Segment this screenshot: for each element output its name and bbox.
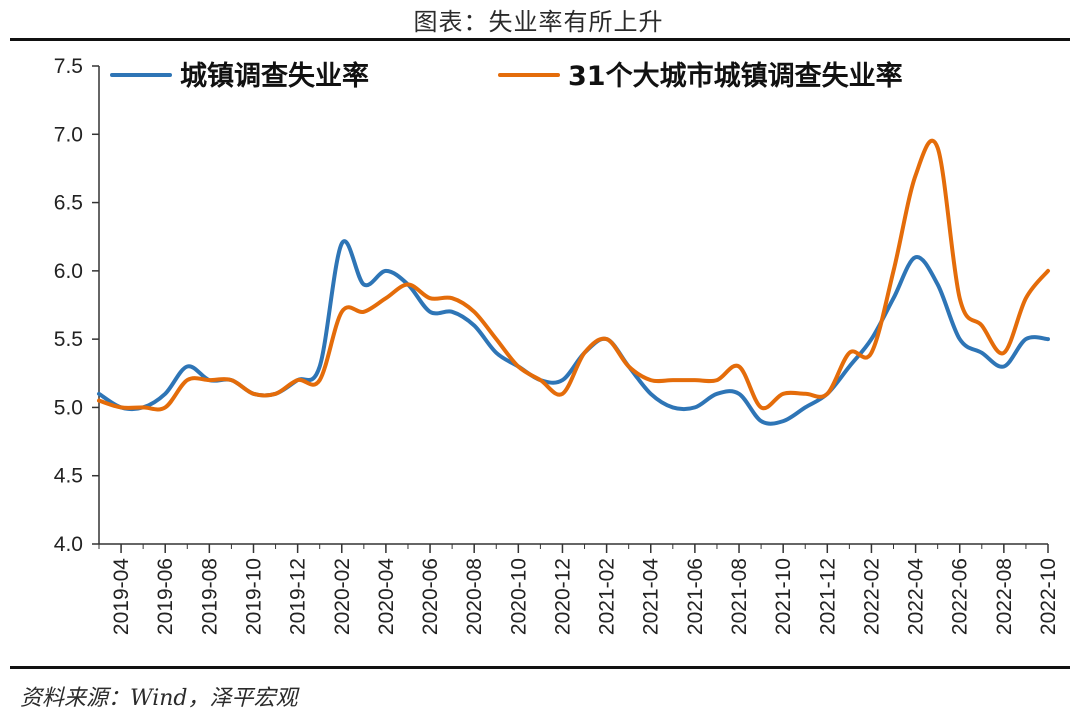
x-tick-label: 2021-12 (816, 558, 839, 635)
source-note: 资料来源：Wind，泽平宏观 (20, 686, 298, 711)
series-line-1 (97, 239, 1050, 426)
legend-label-2: 31个大城市城镇调查失业率 (568, 60, 903, 92)
x-tick-label: 2020-06 (419, 558, 442, 635)
x-tick-label: 2021-02 (596, 558, 619, 635)
x-tick-label: 2019-04 (110, 558, 133, 635)
chart-title: 图表：失业率有所上升 (413, 8, 664, 36)
x-tick-label: 2021-10 (772, 558, 795, 635)
x-tick-label: 2019-10 (242, 558, 265, 635)
series-line-2 (97, 138, 1050, 412)
legend: 城镇调查失业率 31个大城市城镇调查失业率 (110, 60, 903, 92)
y-tick-label: 4.0 (54, 533, 83, 556)
x-tick-label: 2021-04 (640, 558, 663, 635)
x-tick-label: 2022-02 (860, 558, 883, 635)
x-tick-label: 2019-06 (154, 558, 177, 635)
top-rule (10, 38, 1070, 41)
y-tick-label: 5.0 (54, 396, 83, 419)
y-tick-label: 7.5 (54, 55, 83, 78)
x-tick-label: 2019-12 (287, 558, 310, 635)
legend-label-1: 城镇调查失业率 (180, 60, 369, 92)
x-tick-label: 2020-02 (331, 558, 354, 635)
x-tick-label: 2020-08 (463, 558, 486, 635)
x-tick-label: 2022-10 (1037, 558, 1060, 635)
x-tick-label: 2022-04 (905, 558, 928, 635)
y-tick-label: 7.0 (54, 123, 83, 146)
line-chart: 4.0 4.5 5.0 5.5 6.0 6.5 7.0 7.5 2019-04 2019-06 20… (54, 55, 1060, 635)
x-tick-label: 2020-04 (375, 558, 398, 635)
x-tick-label: 2021-06 (684, 558, 707, 635)
y-tick-label: 6.0 (54, 260, 83, 283)
x-tick-label: 2022-08 (993, 558, 1016, 635)
x-tick-label: 2020-10 (507, 558, 530, 635)
x-tick-label: 2021-08 (728, 558, 751, 635)
y-tick-label: 4.5 (54, 465, 83, 488)
x-tick-label: 2020-12 (551, 558, 574, 635)
series-layer (97, 138, 1050, 426)
y-tick-label: 5.5 (54, 328, 83, 351)
bottom-rule (10, 666, 1070, 669)
x-tick-label: 2022-06 (949, 558, 972, 635)
y-tick-label: 6.5 (54, 192, 83, 215)
axes: 4.0 4.5 5.0 5.5 6.0 6.5 7.0 7.5 2019-04 2019-06 20… (54, 55, 1060, 635)
x-tick-label: 2019-08 (198, 558, 221, 635)
